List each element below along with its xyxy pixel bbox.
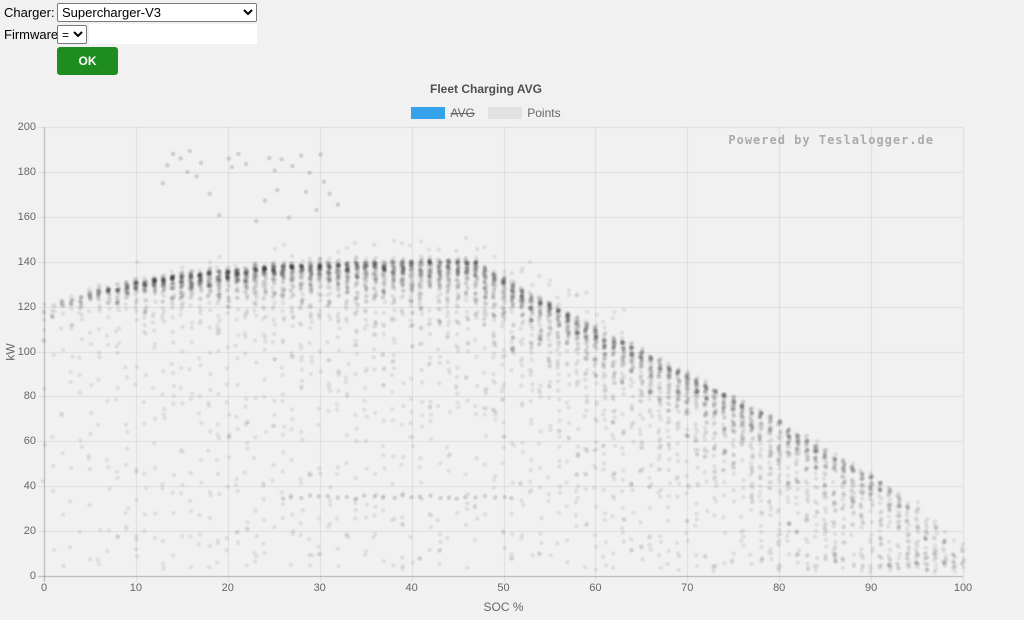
y-axis-title: kW [3,343,18,361]
ok-button[interactable]: OK [57,47,118,75]
chart-legend: AVG Points [0,106,972,120]
x-tick-label: 90 [864,582,878,594]
y-tick-label: 20 [23,525,36,538]
x-tick-label: 100 [953,582,973,594]
legend-item-avg[interactable]: AVG [411,106,475,120]
legend-item-points[interactable]: Points [488,106,561,120]
x-tick-label: 50 [497,582,510,594]
y-tick-label: 80 [23,390,36,403]
y-tick-label: 120 [17,300,36,313]
points-series-label: Points [527,106,561,120]
avg-series-swatch [411,107,446,119]
y-tick-label: 140 [17,255,36,268]
x-tick-label: 10 [129,582,143,594]
y-tick-label: 200 [17,121,36,133]
x-axis-title: SOC % [483,600,524,614]
x-tick-label: 70 [681,582,694,594]
x-tick-label: 20 [221,582,234,594]
y-tick-label: 60 [23,435,36,448]
charger-label: Charger: [4,5,55,20]
x-tick-label: 40 [405,582,418,594]
firmware-label: Firmware: [4,27,62,42]
x-tick-label: 30 [313,582,326,594]
firmware-operator-select[interactable]: = [57,25,87,44]
y-tick-label: 0 [29,570,36,582]
y-tick-label: 160 [17,210,36,223]
y-tick-label: 100 [17,345,36,358]
x-tick-label: 60 [589,582,602,594]
chart-title: Fleet Charging AVG [429,82,542,96]
charger-query-form: Charger: Supercharger-V3 Firmware: = OK [0,0,300,90]
y-tick-label: 40 [23,480,36,493]
firmware-value-input[interactable] [89,24,257,44]
y-tick-label: 180 [17,165,36,178]
scatter-plot-canvas[interactable] [0,120,1024,620]
charger-select[interactable]: Supercharger-V3 [57,3,257,22]
x-tick-label: 80 [773,582,786,594]
x-tick-label: 0 [40,582,48,594]
points-series-swatch [488,107,523,119]
avg-series-label: AVG [450,106,475,120]
